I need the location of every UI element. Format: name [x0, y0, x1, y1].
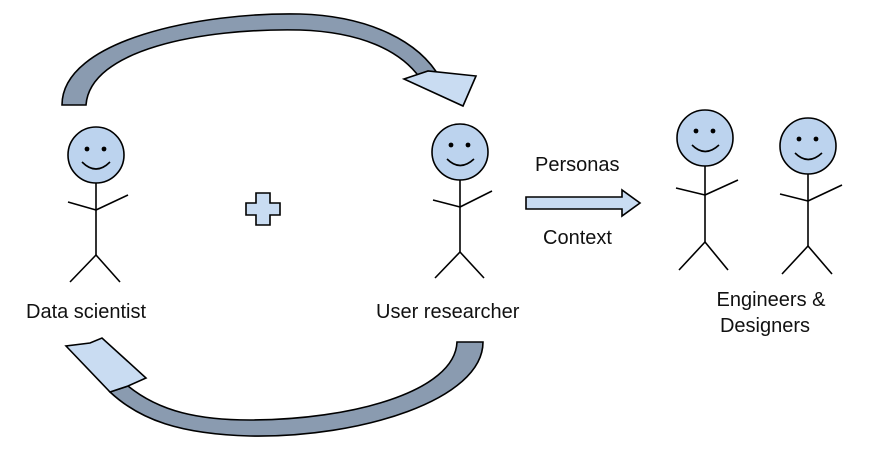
right-arrow-icon	[525, 188, 642, 218]
plus-icon	[245, 192, 281, 226]
data-scientist-label: Data scientist	[26, 301, 147, 323]
engineers-label: Engineers &	[716, 289, 826, 311]
top-curved-arrow	[61, 13, 478, 108]
context-label: Context	[543, 227, 612, 249]
bottom-curved-arrow	[64, 337, 484, 437]
data-scientist-figure	[67, 126, 129, 283]
user-researcher-label: User researcher	[376, 301, 520, 323]
designers-label: Designers	[719, 315, 811, 337]
face-icon	[67, 126, 125, 184]
bottom-arrow-shading	[108, 341, 484, 437]
face-icon	[431, 123, 489, 181]
bottom-arrow-head	[64, 337, 148, 393]
engineer-figure	[675, 109, 739, 271]
face-icon	[779, 117, 837, 175]
user-researcher-figure	[431, 123, 493, 279]
top-arrow-head	[401, 70, 478, 108]
face-icon	[676, 109, 734, 167]
designer-figure	[779, 117, 843, 275]
personas-label: Personas	[535, 154, 620, 176]
top-arrow-shading	[61, 13, 442, 106]
